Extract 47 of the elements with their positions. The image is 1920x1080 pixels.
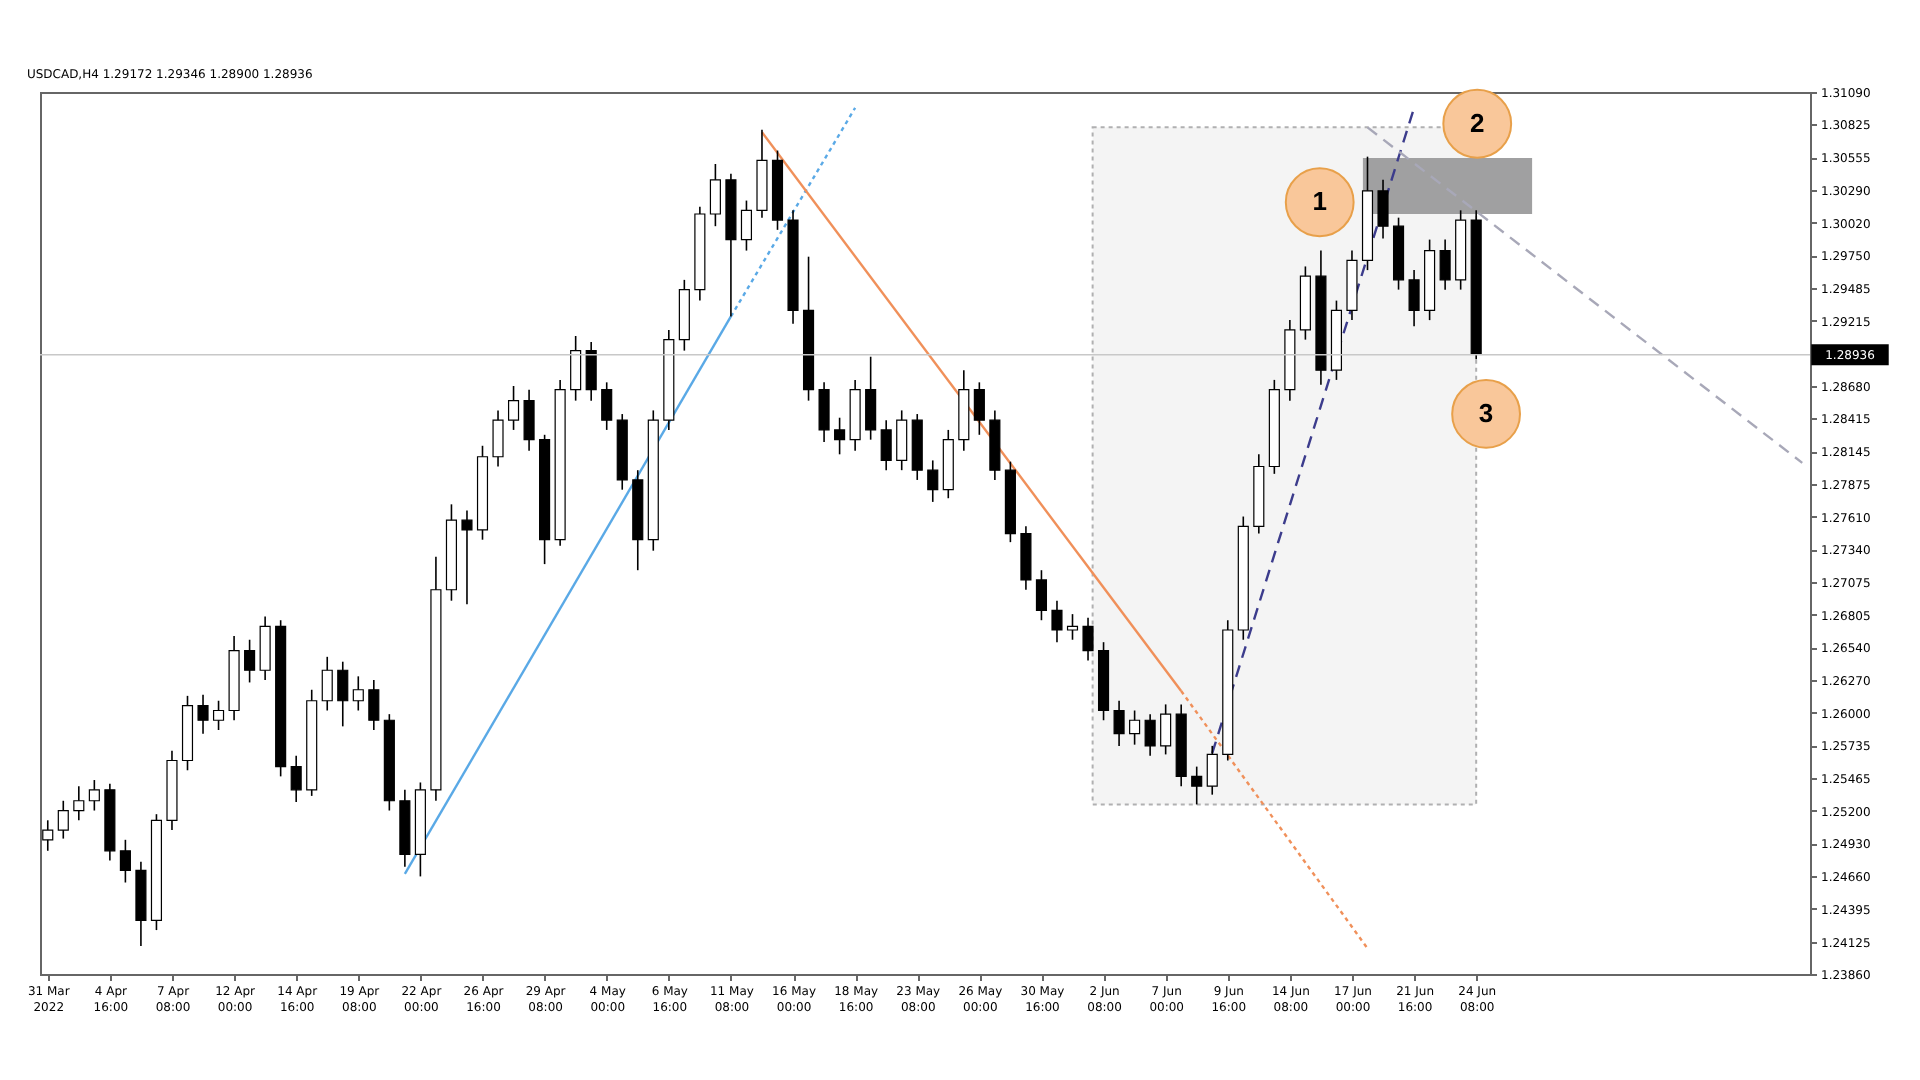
candlestick: [1408, 269, 1420, 328]
annotation: 1: [1312, 186, 1327, 217]
candlestick: [740, 199, 753, 252]
candlestick: [368, 679, 380, 731]
candlestick: [1206, 745, 1218, 796]
candlestick: [1113, 699, 1125, 747]
candlestick: [1020, 525, 1032, 591]
candlestick: [57, 799, 69, 840]
candlestick: [601, 381, 613, 431]
candlestick: [73, 785, 85, 822]
candlestick: [259, 615, 271, 681]
candlestick: [585, 341, 597, 402]
candlestick: [1144, 713, 1156, 757]
candlestick: [1129, 709, 1141, 746]
candlestick: [1160, 703, 1172, 756]
candlestick: [119, 839, 131, 884]
candlestick: [896, 409, 908, 471]
candlestick: [1035, 569, 1048, 622]
candlestick: [1439, 238, 1451, 291]
annotation: 3: [1478, 397, 1494, 428]
candlestick: [880, 419, 892, 471]
candlestick: [1082, 616, 1094, 662]
candlestick: [818, 381, 830, 443]
candlestick: [1066, 613, 1079, 641]
candlestick: [321, 656, 333, 712]
candlestick: [865, 355, 877, 441]
candlestick: [1377, 179, 1389, 240]
candlestick: [212, 699, 225, 731]
candlestick: [570, 335, 582, 402]
candlestick: [197, 693, 209, 735]
candlestick: [461, 509, 473, 606]
candlestick: [1051, 599, 1063, 643]
candlestick: [973, 381, 985, 436]
candlestick: [352, 675, 364, 712]
candlestick: [88, 779, 100, 812]
candlestick: [523, 388, 535, 452]
candlestick: [42, 819, 54, 852]
candlestick: [290, 754, 302, 803]
annotation: 2: [1470, 107, 1485, 138]
candlestick: [927, 459, 939, 503]
candlestick: [1191, 765, 1203, 806]
candlestick: [337, 660, 349, 728]
candlestick: [244, 638, 256, 684]
candlestick: [709, 163, 721, 227]
candlestick: [492, 409, 504, 468]
candlestick: [834, 416, 846, 456]
candlestick: [507, 385, 520, 431]
